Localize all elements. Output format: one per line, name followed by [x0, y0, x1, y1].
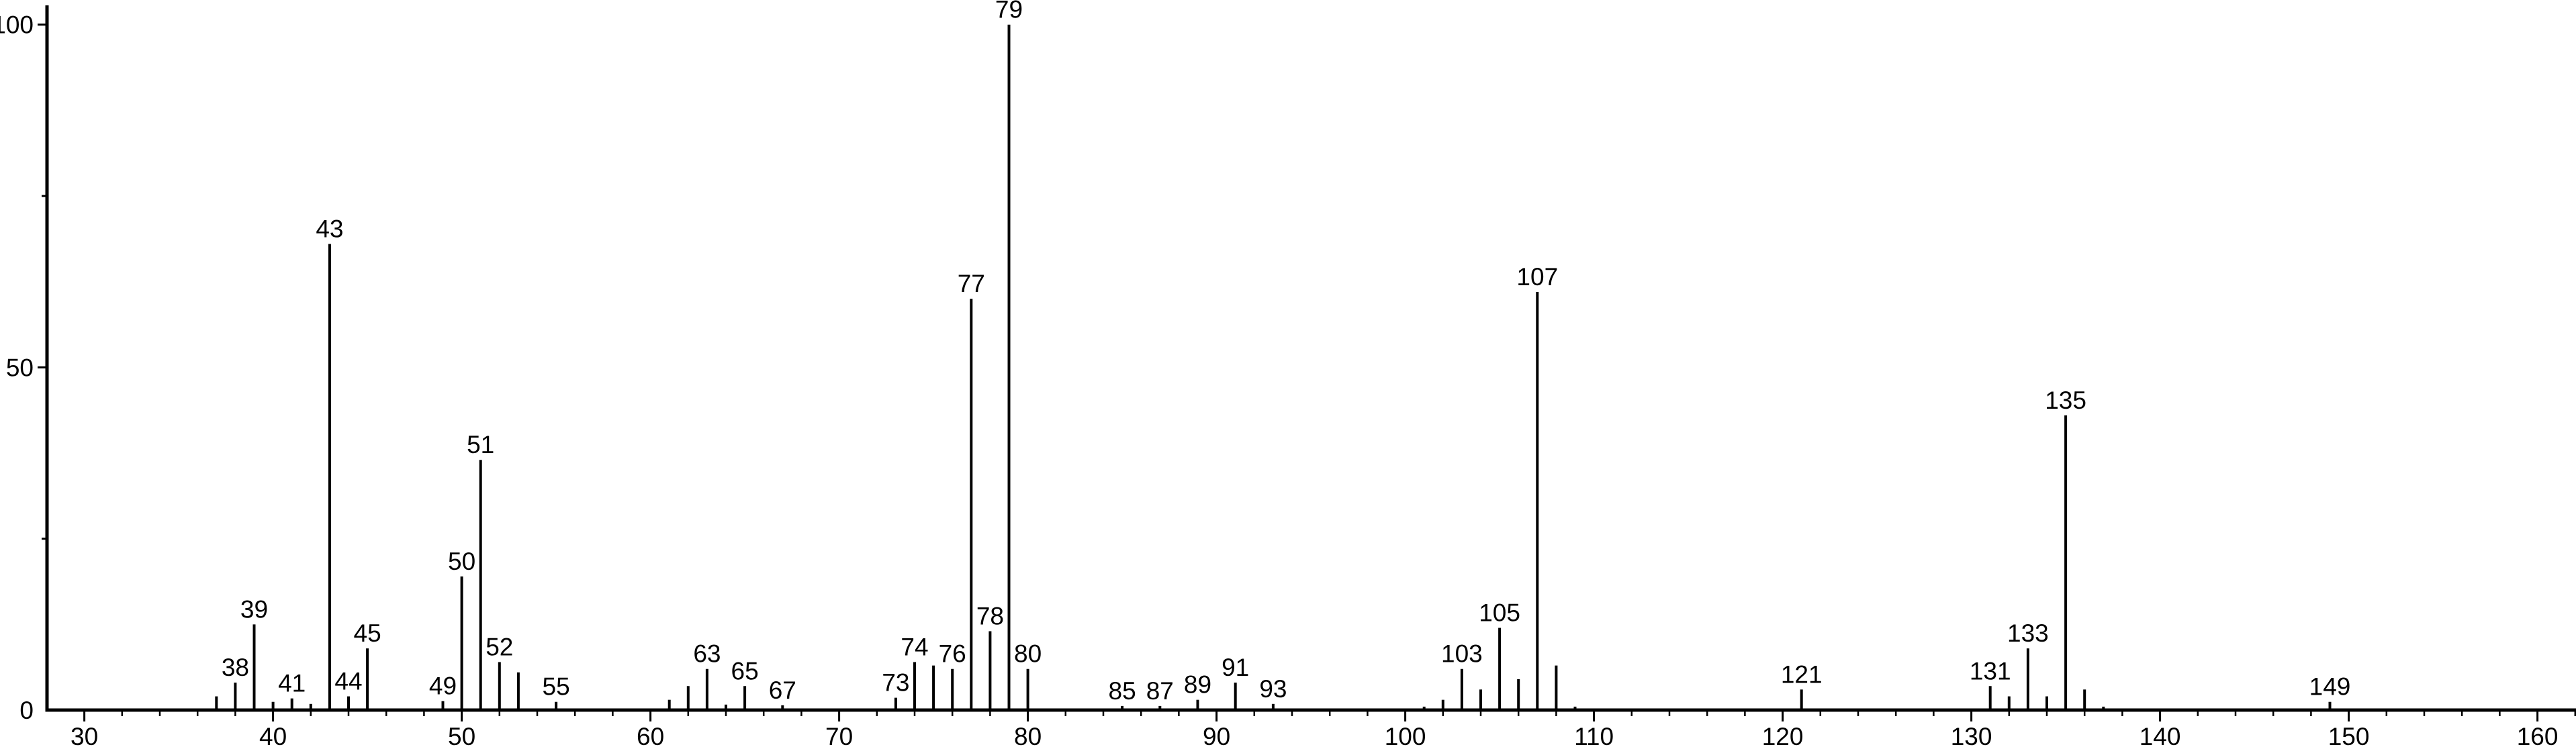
peak-label: 121	[1781, 660, 1823, 688]
peak-label: 45	[354, 619, 381, 647]
peak-label: 67	[769, 677, 796, 704]
x-tick-label: 40	[259, 723, 287, 749]
peak-label: 50	[448, 548, 475, 575]
peak-label: 44	[334, 668, 362, 695]
x-tick-label: 150	[2328, 723, 2370, 749]
peak-label: 93	[1259, 675, 1287, 703]
peak-label: 77	[958, 270, 985, 297]
peak-label: 41	[278, 670, 306, 697]
peak-label: 43	[316, 215, 343, 243]
x-tick-label: 60	[637, 723, 664, 749]
peak-label: 91	[1222, 654, 1249, 681]
x-tick-label: 90	[1203, 723, 1230, 749]
peak-label: 63	[693, 640, 721, 668]
x-axis-ticks	[83, 710, 2576, 721]
y-tick-label: 0	[19, 697, 34, 724]
peak-label: 85	[1109, 677, 1136, 705]
peak-label: 51	[467, 431, 494, 458]
peak-label: 133	[2007, 619, 2049, 647]
peak-mz-labels: 38 39 41 43 44 45 49 50 51 52 55 63 65 67 73 74 76 77 78 79…	[222, 0, 2351, 705]
peak-label: 78	[976, 603, 1004, 630]
peak-label: 89	[1184, 671, 1211, 699]
x-tick-label: 80	[1014, 723, 1042, 749]
peak-label: 76	[939, 640, 966, 668]
x-axis-tick-labels: 30 40 50 60 70 80 90 100 110 120 130 140 150 160	[71, 723, 2558, 749]
x-tick-label: 130	[1951, 723, 1992, 749]
y-axis-ticks	[38, 23, 47, 540]
peak-label: 105	[1479, 599, 1520, 626]
y-axis-tick-labels: 0 50 100	[0, 11, 34, 724]
x-tick-label: 50	[448, 723, 475, 749]
y-tick-label: 50	[6, 354, 34, 381]
peak-label: 73	[882, 669, 909, 697]
peak-label: 39	[240, 595, 268, 623]
peak-label: 74	[901, 634, 928, 661]
peak-label: 131	[1970, 657, 2011, 685]
peak-label: 65	[731, 657, 759, 685]
spectrum-peaks	[215, 24, 2332, 710]
x-tick-label: 120	[1762, 723, 1804, 749]
peak-label: 55	[543, 673, 570, 701]
x-tick-label: 100	[1385, 723, 1426, 749]
peak-label: 52	[486, 634, 513, 661]
x-tick-label: 140	[2140, 723, 2181, 749]
peak-label: 49	[429, 672, 457, 700]
peak-label: 149	[2309, 673, 2351, 701]
peak-label: 103	[1441, 640, 1483, 668]
x-tick-label: 110	[1574, 723, 1614, 749]
y-tick-label: 100	[0, 11, 34, 39]
peak-label: 107	[1516, 263, 1558, 291]
x-tick-label: 160	[2517, 723, 2559, 749]
peak-label: 80	[1014, 640, 1042, 668]
peak-label: 79	[995, 0, 1023, 23]
axes	[45, 5, 2576, 712]
x-tick-label: 70	[825, 723, 853, 749]
peak-label: 38	[222, 654, 249, 681]
peak-label: 135	[2045, 387, 2086, 414]
x-tick-label: 30	[71, 723, 98, 749]
peak-label: 87	[1146, 677, 1174, 705]
